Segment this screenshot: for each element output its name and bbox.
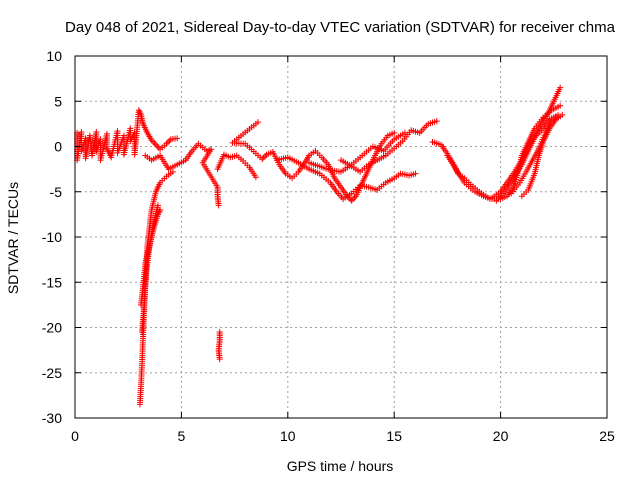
x-tick-label: 5 bbox=[178, 428, 186, 444]
axis-ticks: 0 5 10 15 20 25 10 5 0 -5 -10 -15 -20 -25 -30 bbox=[42, 48, 615, 444]
x-tick-label: 20 bbox=[493, 428, 509, 444]
data-point bbox=[216, 356, 223, 363]
data-point bbox=[433, 118, 440, 125]
x-axis-label: GPS time / hours bbox=[287, 458, 394, 474]
data-point bbox=[252, 174, 259, 181]
y-tick-label: 0 bbox=[54, 139, 62, 155]
data-points bbox=[74, 84, 566, 408]
data-point bbox=[401, 129, 408, 136]
y-axis-label: SDTVAR / TECUs bbox=[5, 182, 21, 294]
grid bbox=[75, 56, 607, 418]
x-tick-label: 10 bbox=[280, 428, 296, 444]
y-tick-label: -20 bbox=[42, 320, 62, 336]
data-point bbox=[154, 202, 161, 209]
y-tick-label: -5 bbox=[50, 184, 63, 200]
x-tick-label: 25 bbox=[599, 428, 615, 444]
y-tick-label: -10 bbox=[42, 229, 62, 245]
data-point bbox=[391, 129, 398, 136]
y-tick-label: 5 bbox=[54, 93, 62, 109]
data-point bbox=[412, 170, 419, 177]
data-point bbox=[157, 206, 164, 213]
data-point bbox=[557, 84, 564, 91]
y-tick-label: -30 bbox=[42, 410, 62, 426]
data-point bbox=[215, 202, 222, 209]
y-tick-label: -25 bbox=[42, 365, 62, 381]
x-tick-label: 0 bbox=[71, 428, 79, 444]
data-point bbox=[557, 102, 564, 109]
data-point bbox=[559, 111, 566, 118]
chart-title: Day 048 of 2021, Sidereal Day-to-day VTE… bbox=[65, 19, 616, 36]
y-tick-label: 10 bbox=[46, 48, 62, 64]
y-tick-label: -15 bbox=[42, 274, 62, 290]
x-tick-label: 15 bbox=[386, 428, 402, 444]
data-point bbox=[174, 135, 181, 142]
